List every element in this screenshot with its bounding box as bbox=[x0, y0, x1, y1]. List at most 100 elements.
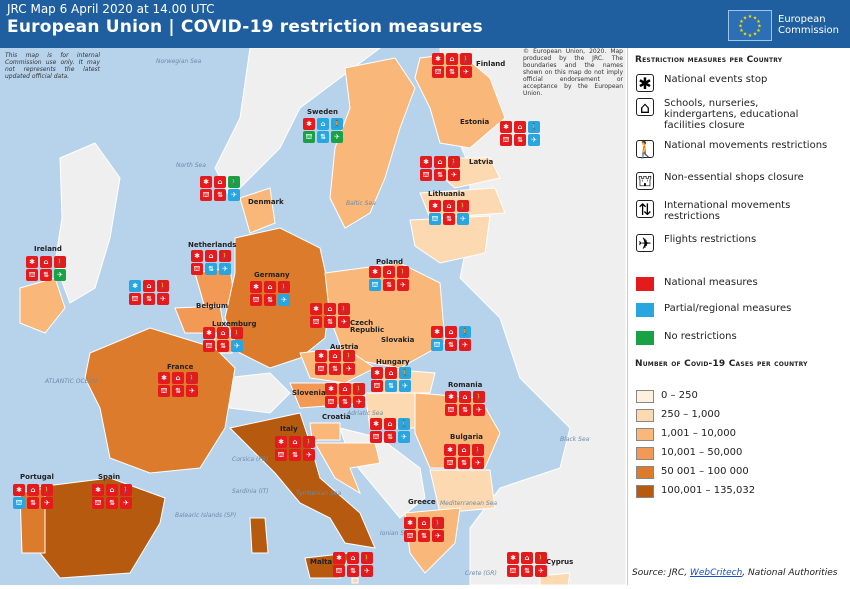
shop-icon: ⛫ bbox=[315, 363, 327, 375]
updown-arrows-icon: ⇅ bbox=[521, 565, 533, 577]
events-icon: ✱ bbox=[26, 256, 38, 268]
measure-icons-malta: ✱ ⌂ 🚶 ⛫ ⇅ ✈ bbox=[333, 552, 374, 577]
events-icon: ✱ bbox=[333, 552, 345, 564]
events-icon: ✱ bbox=[200, 176, 212, 188]
events-icon: ✱ bbox=[445, 391, 457, 403]
airplane-icon: ✈ bbox=[457, 213, 469, 225]
updown-arrows-icon: ⇅ bbox=[264, 294, 276, 306]
school-icon: ⌂ bbox=[347, 552, 359, 564]
events-icon: ✱ bbox=[500, 121, 512, 133]
walking-icon: 🚶 bbox=[459, 326, 471, 338]
blue-swatch bbox=[636, 303, 654, 317]
events-icon: ✱ bbox=[129, 280, 141, 292]
measure-icons-cyprus: ✱ ⌂ 🚶 ⛫ ⇅ ✈ bbox=[507, 552, 548, 577]
airplane-icon: ✈ bbox=[54, 269, 66, 281]
walking-icon: 🚶 bbox=[343, 350, 355, 362]
school-icon: ⌂ bbox=[143, 280, 155, 292]
updown-arrows-icon: ⇅ bbox=[329, 363, 341, 375]
events-icon: ✱ bbox=[13, 484, 25, 496]
sea-label: Sardinia (IT) bbox=[232, 488, 269, 495]
country-label-czech-republic: Czech Republic bbox=[350, 319, 385, 334]
map-date: JRC Map 6 April 2020 at 14.00 UTC bbox=[7, 2, 215, 16]
country-label-slovenia: Slovenia bbox=[292, 389, 326, 397]
updown-arrows-icon: ⇅ bbox=[385, 380, 397, 392]
airplane-icon: ✈ bbox=[343, 363, 355, 375]
legend-cases-1: 250 – 1,000 bbox=[636, 409, 720, 422]
school-icon: ⌂ bbox=[521, 552, 533, 564]
country-label-lithuania: Lithuania bbox=[428, 190, 466, 198]
country-sardinia bbox=[249, 517, 269, 554]
events-icon: ✱ bbox=[420, 156, 432, 168]
walking-icon: 🚶 bbox=[228, 176, 240, 188]
measure-icons-denmark: ✱ ⌂ 🚶 ⛫ ⇅ ✈ bbox=[200, 176, 241, 201]
country-label-bulgaria: Bulgaria bbox=[450, 433, 484, 441]
country-lithuania bbox=[409, 215, 491, 264]
school-icon: ⌂ bbox=[385, 367, 397, 379]
map-title: European Union | COVID-19 restriction me… bbox=[7, 17, 483, 37]
measure-icons-finland: ✱ ⌂ 🚶 ⛫ ⇅ ✈ bbox=[432, 53, 473, 78]
shop-icon: ⛫ bbox=[500, 134, 512, 146]
airplane-icon: ✈ bbox=[120, 497, 132, 509]
airplane-icon: ✈ bbox=[186, 385, 198, 397]
shop-icon: ⛫ bbox=[431, 339, 443, 351]
sea-label: Black Sea bbox=[560, 436, 590, 443]
sea-label: North Sea bbox=[176, 162, 206, 169]
airplane-icon: ✈ bbox=[219, 263, 231, 275]
school-icon: ⌂ bbox=[172, 372, 184, 384]
events-icon: ✱ bbox=[275, 436, 287, 448]
walking-icon: 🚶 bbox=[353, 383, 365, 395]
country-label-estonia: Estonia bbox=[460, 118, 490, 126]
walking-icon: 🚶 bbox=[54, 256, 66, 268]
sea-label: Ionian Sea bbox=[380, 530, 412, 537]
svg-text:★: ★ bbox=[748, 14, 753, 20]
airplane-icon: ✈ bbox=[398, 431, 410, 443]
events-icon: ✱ bbox=[92, 484, 104, 496]
events-icon: ✱ bbox=[404, 517, 416, 529]
country-croatia bbox=[314, 442, 381, 495]
country-label-finland: Finland bbox=[476, 60, 506, 68]
shop-icon: ⛫ bbox=[203, 340, 215, 352]
school-icon: ⌂ bbox=[264, 281, 276, 293]
shop-icon: ⛫ bbox=[13, 497, 25, 509]
updown-arrows-icon: ⇅ bbox=[418, 530, 430, 542]
legend-item-events: ✱ National events stop bbox=[636, 74, 767, 93]
webcritech-link[interactable]: WebCritech bbox=[689, 568, 743, 578]
svg-text:★: ★ bbox=[748, 33, 753, 39]
shop-icon: ⛫ bbox=[303, 131, 315, 143]
events-icon: ✱ bbox=[432, 53, 444, 65]
shop-icon: ⛫ bbox=[200, 189, 212, 201]
shop-icon: ⛫ bbox=[445, 404, 457, 416]
shop-icon: ⛫ bbox=[420, 169, 432, 181]
country-label-slovakia: Slovakia bbox=[381, 336, 415, 344]
airplane-icon: ✈ bbox=[353, 396, 365, 408]
country-france bbox=[84, 327, 236, 474]
measure-icons-slovenia: ✱ ⌂ 🚶 ⛫ ⇅ ✈ bbox=[325, 383, 366, 408]
country-label-belgium: Belgium bbox=[196, 302, 229, 310]
measure-icons-belgium: ✱ ⌂ 🚶 ⛫ ⇅ ✈ bbox=[129, 280, 170, 305]
country-label-netherlands: Netherlands bbox=[188, 241, 237, 249]
svg-text:★: ★ bbox=[739, 19, 744, 25]
measure-icons-portugal: ✱ ⌂ 🚶 ⛫ ⇅ ✈ bbox=[13, 484, 54, 509]
shop-icon: ⛫ bbox=[507, 565, 519, 577]
measure-icons-bulgaria: ✱ ⌂ 🚶 ⛫ ⇅ ✈ bbox=[444, 444, 485, 469]
legend-status-none: No restrictions bbox=[636, 331, 737, 345]
sea-label: Corsica (FR) bbox=[232, 456, 269, 463]
sea-label: ATLANTIC OCEAN bbox=[45, 378, 98, 385]
updown-arrows-icon: ⇅ bbox=[217, 340, 229, 352]
school-icon: ⌂ bbox=[384, 418, 396, 430]
legend-item-shops: ⛫ Non-essential shops closure bbox=[636, 170, 804, 190]
school-icon: ⌂ bbox=[446, 53, 458, 65]
shop-icon: ⛫ bbox=[636, 170, 654, 190]
updown-arrows-icon: ⇅ bbox=[443, 213, 455, 225]
disclaimer-copyright: © European Union, 2020. Map produced by … bbox=[523, 48, 623, 97]
shop-icon: ⛫ bbox=[92, 497, 104, 509]
shop-icon: ⛫ bbox=[432, 66, 444, 78]
eu-flag-icon: ★ ★ ★ ★ ★ ★ ★ ★ ★ ★ ★ ★ bbox=[728, 10, 772, 41]
events-icon: ✱ bbox=[429, 200, 441, 212]
svg-text:★: ★ bbox=[743, 32, 748, 38]
school-icon: ⌂ bbox=[458, 444, 470, 456]
school-icon: ⌂ bbox=[443, 200, 455, 212]
school-icon: ⌂ bbox=[329, 350, 341, 362]
walking-icon: 🚶 bbox=[432, 517, 444, 529]
shop-icon: ⛫ bbox=[370, 431, 382, 443]
